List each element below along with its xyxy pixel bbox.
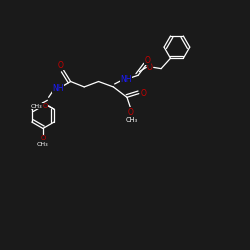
- Text: CH₃: CH₃: [37, 142, 49, 147]
- Text: CH₃: CH₃: [30, 104, 42, 109]
- Text: O: O: [40, 135, 46, 141]
- Text: O: O: [147, 63, 153, 72]
- Text: NH: NH: [120, 74, 132, 84]
- Text: O: O: [43, 103, 48, 109]
- Text: NH: NH: [52, 84, 64, 93]
- Text: O: O: [140, 89, 146, 98]
- Text: O: O: [144, 56, 150, 65]
- Text: O: O: [128, 108, 134, 117]
- Text: O: O: [58, 61, 64, 70]
- Text: CH₃: CH₃: [126, 116, 138, 122]
